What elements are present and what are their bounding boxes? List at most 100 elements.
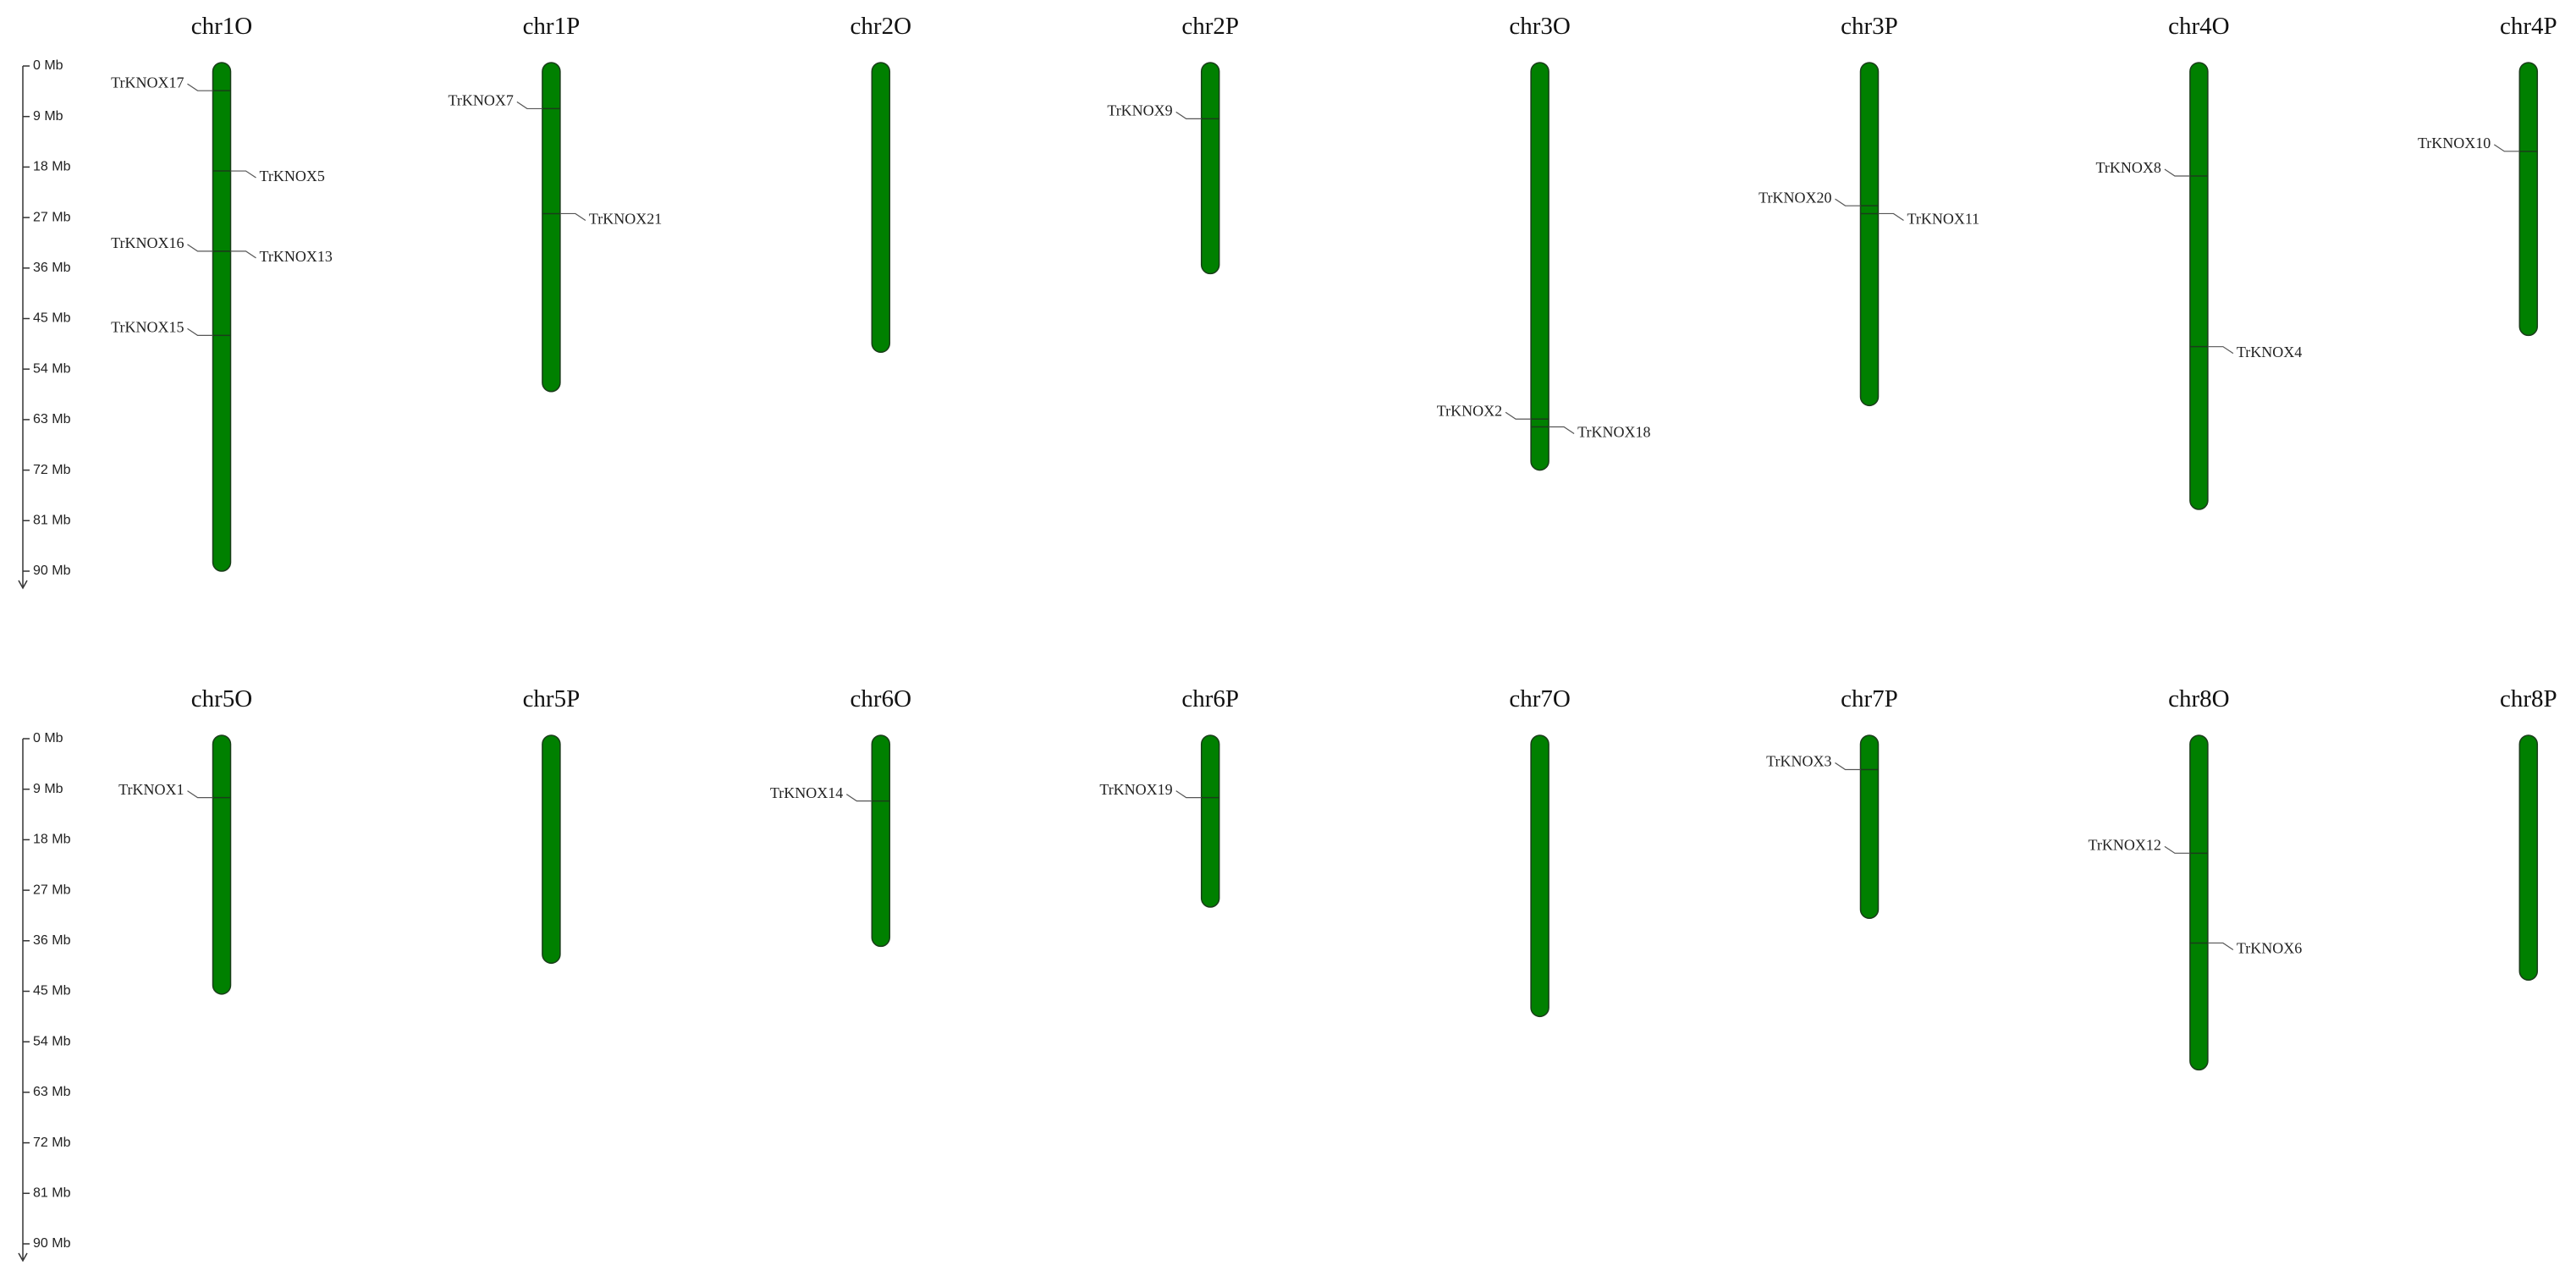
y-tick-label: 63 Mb xyxy=(33,1085,71,1099)
y-tick-label: 36 Mb xyxy=(33,261,71,275)
gene-label: TrKNOX4 xyxy=(2237,344,2302,360)
y-tick-label: 9 Mb xyxy=(33,109,63,124)
gene-label: TrKNOX16 xyxy=(111,234,184,251)
axis-arrow xyxy=(18,1252,28,1262)
gene-connector xyxy=(2164,845,2190,854)
gene-label: TrKNOX20 xyxy=(1759,189,1831,206)
gene-connector xyxy=(187,244,213,252)
gene-connector xyxy=(559,212,586,221)
y-tick-label: 81 Mb xyxy=(33,514,71,528)
gene-label: TrKNOX19 xyxy=(1099,781,1172,798)
gene-label: TrKNOX14 xyxy=(770,784,843,801)
gene-connector xyxy=(230,250,256,259)
chromosome-name: chr7P xyxy=(1841,685,1898,712)
gene-label: TrKNOX13 xyxy=(260,248,333,265)
gene-label: TrKNOX3 xyxy=(1766,753,1831,770)
y-tick-label: 18 Mb xyxy=(33,833,71,847)
chromosome-name: chr7O xyxy=(1509,685,1570,712)
gene-label: TrKNOX18 xyxy=(1577,424,1650,441)
gene-connector xyxy=(2493,144,2520,152)
y-tick-label: 36 Mb xyxy=(33,933,71,948)
chromosome xyxy=(1859,734,1880,920)
chromosome xyxy=(212,734,232,995)
chromosome-name: chr6P xyxy=(1181,685,1239,712)
gene-connector xyxy=(1835,762,1861,771)
chromosome-name: chr6O xyxy=(850,685,911,712)
gene-connector xyxy=(187,327,213,336)
y-tick-label: 72 Mb xyxy=(33,1136,71,1150)
chromosome-name: chr4O xyxy=(2168,13,2229,40)
y-tick-label: 63 Mb xyxy=(33,412,71,426)
y-tick-label: 0 Mb xyxy=(33,731,63,745)
chromosome-name: chr1O xyxy=(191,13,252,40)
gene-label: TrKNOX6 xyxy=(2237,940,2302,957)
chromosome xyxy=(542,62,561,393)
chromosome-name: chr3P xyxy=(1841,13,1898,40)
chromosome xyxy=(2518,62,2539,337)
y-tick-label: 45 Mb xyxy=(33,311,71,326)
chromosome xyxy=(1530,734,1549,1018)
gene-label: TrKNOX12 xyxy=(2089,836,2161,853)
chromosome xyxy=(542,734,561,965)
chromosome xyxy=(871,734,891,948)
y-tick-label: 54 Mb xyxy=(33,1034,71,1048)
chromosome xyxy=(212,62,232,572)
chromosome-name: chr1P xyxy=(523,13,581,40)
gene-label: TrKNOX1 xyxy=(118,781,184,798)
chromosome-name: chr5O xyxy=(191,685,252,712)
gene-label: TrKNOX21 xyxy=(589,211,662,228)
gene-connector xyxy=(1505,411,1532,420)
chromosome xyxy=(2189,734,2209,1071)
y-tick-label: 72 Mb xyxy=(33,463,71,477)
axis-arrow xyxy=(18,580,28,590)
chromosome-name: chr5P xyxy=(523,685,581,712)
chromosome xyxy=(1859,62,1880,407)
gene-connector xyxy=(1175,111,1202,119)
chromosome xyxy=(1200,62,1220,275)
gene-connector xyxy=(230,170,256,179)
chromosome-name: chr3O xyxy=(1509,13,1570,40)
y-tick-label: 90 Mb xyxy=(33,564,71,578)
y-tick-label: 0 Mb xyxy=(33,58,63,73)
chromosome-name: chr8P xyxy=(2500,685,2557,712)
gene-connector xyxy=(1549,426,1575,435)
gene-connector xyxy=(1878,212,1904,221)
chromosome-name: chr8O xyxy=(2168,685,2229,712)
y-tick-label: 81 Mb xyxy=(33,1186,71,1201)
gene-label: TrKNOX7 xyxy=(449,92,514,109)
gene-connector xyxy=(1175,790,1202,799)
chromosome-name: chr2P xyxy=(1181,13,1239,40)
chromosome xyxy=(871,62,891,354)
gene-connector xyxy=(187,790,213,799)
chromosome xyxy=(1530,62,1549,471)
gene-connector xyxy=(516,101,542,110)
chromosome xyxy=(2518,734,2539,981)
gene-label: TrKNOX10 xyxy=(2418,135,2491,151)
gene-label: TrKNOX15 xyxy=(111,319,184,336)
gene-label: TrKNOX8 xyxy=(2096,159,2161,176)
y-tick-label: 27 Mb xyxy=(33,883,71,897)
y-tick-label: 90 Mb xyxy=(33,1236,71,1251)
gene-connector xyxy=(187,83,213,91)
gene-connector xyxy=(2207,346,2234,355)
gene-connector xyxy=(2207,942,2234,950)
gene-connector xyxy=(845,794,872,802)
chromosome-name: chr2O xyxy=(850,13,911,40)
y-tick-label: 54 Mb xyxy=(33,361,71,376)
y-tick-label: 27 Mb xyxy=(33,210,71,224)
chromosome xyxy=(2189,62,2209,510)
y-tick-label: 18 Mb xyxy=(33,160,71,174)
chromosome xyxy=(1200,734,1220,908)
gene-label: TrKNOX9 xyxy=(1107,102,1172,118)
gene-connector xyxy=(1835,198,1861,206)
y-tick-label: 9 Mb xyxy=(33,782,63,796)
chromosome-name: chr4P xyxy=(2500,13,2557,40)
gene-connector xyxy=(2164,168,2190,177)
gene-label: TrKNOX11 xyxy=(1907,211,1980,228)
gene-label: TrKNOX17 xyxy=(111,74,184,91)
gene-label: TrKNOX5 xyxy=(260,168,325,184)
gene-label: TrKNOX2 xyxy=(1437,402,1502,419)
y-tick-label: 45 Mb xyxy=(33,984,71,998)
